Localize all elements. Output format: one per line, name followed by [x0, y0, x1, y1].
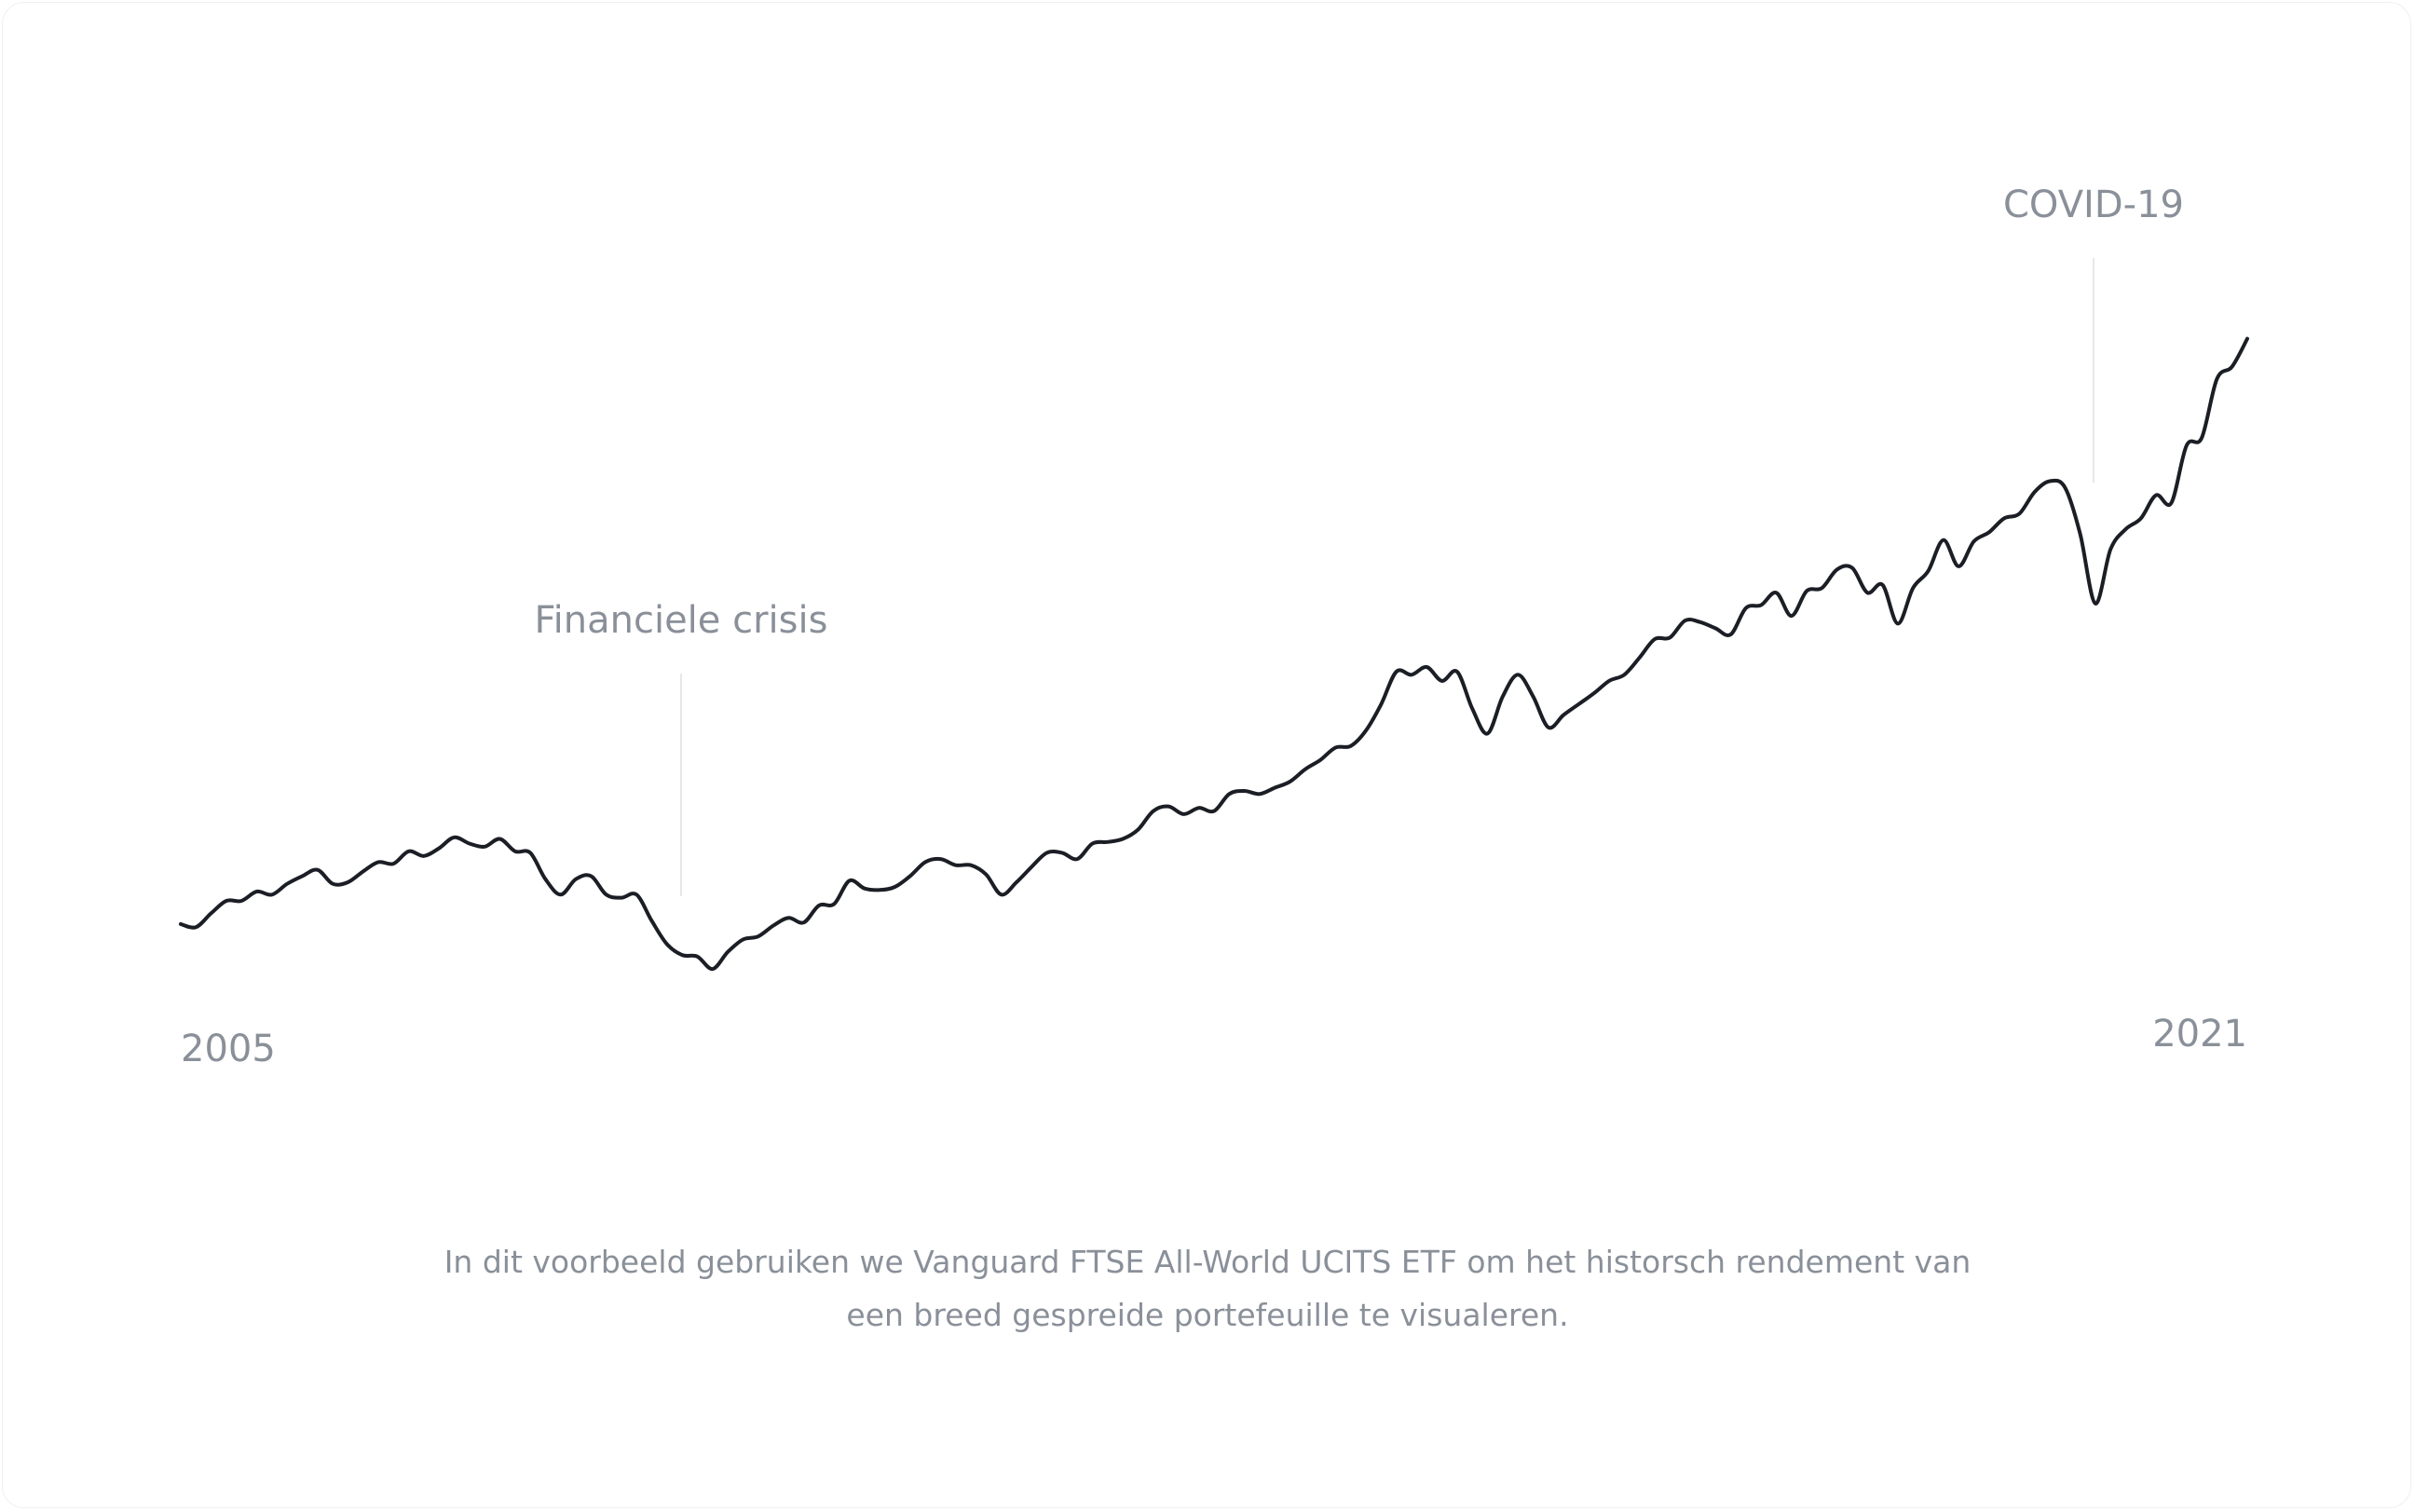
annotation-label: Financiele crisis [535, 599, 828, 642]
x-tick-label: 2005 [181, 1028, 276, 1070]
annotation-label: COVID-19 [2003, 184, 2184, 226]
x-tick-label: 2021 [2152, 1013, 2247, 1056]
line-series [179, 336, 2249, 972]
caption: In dit voorbeeld gebruiken we Vanguard F… [443, 1244, 1972, 1333]
